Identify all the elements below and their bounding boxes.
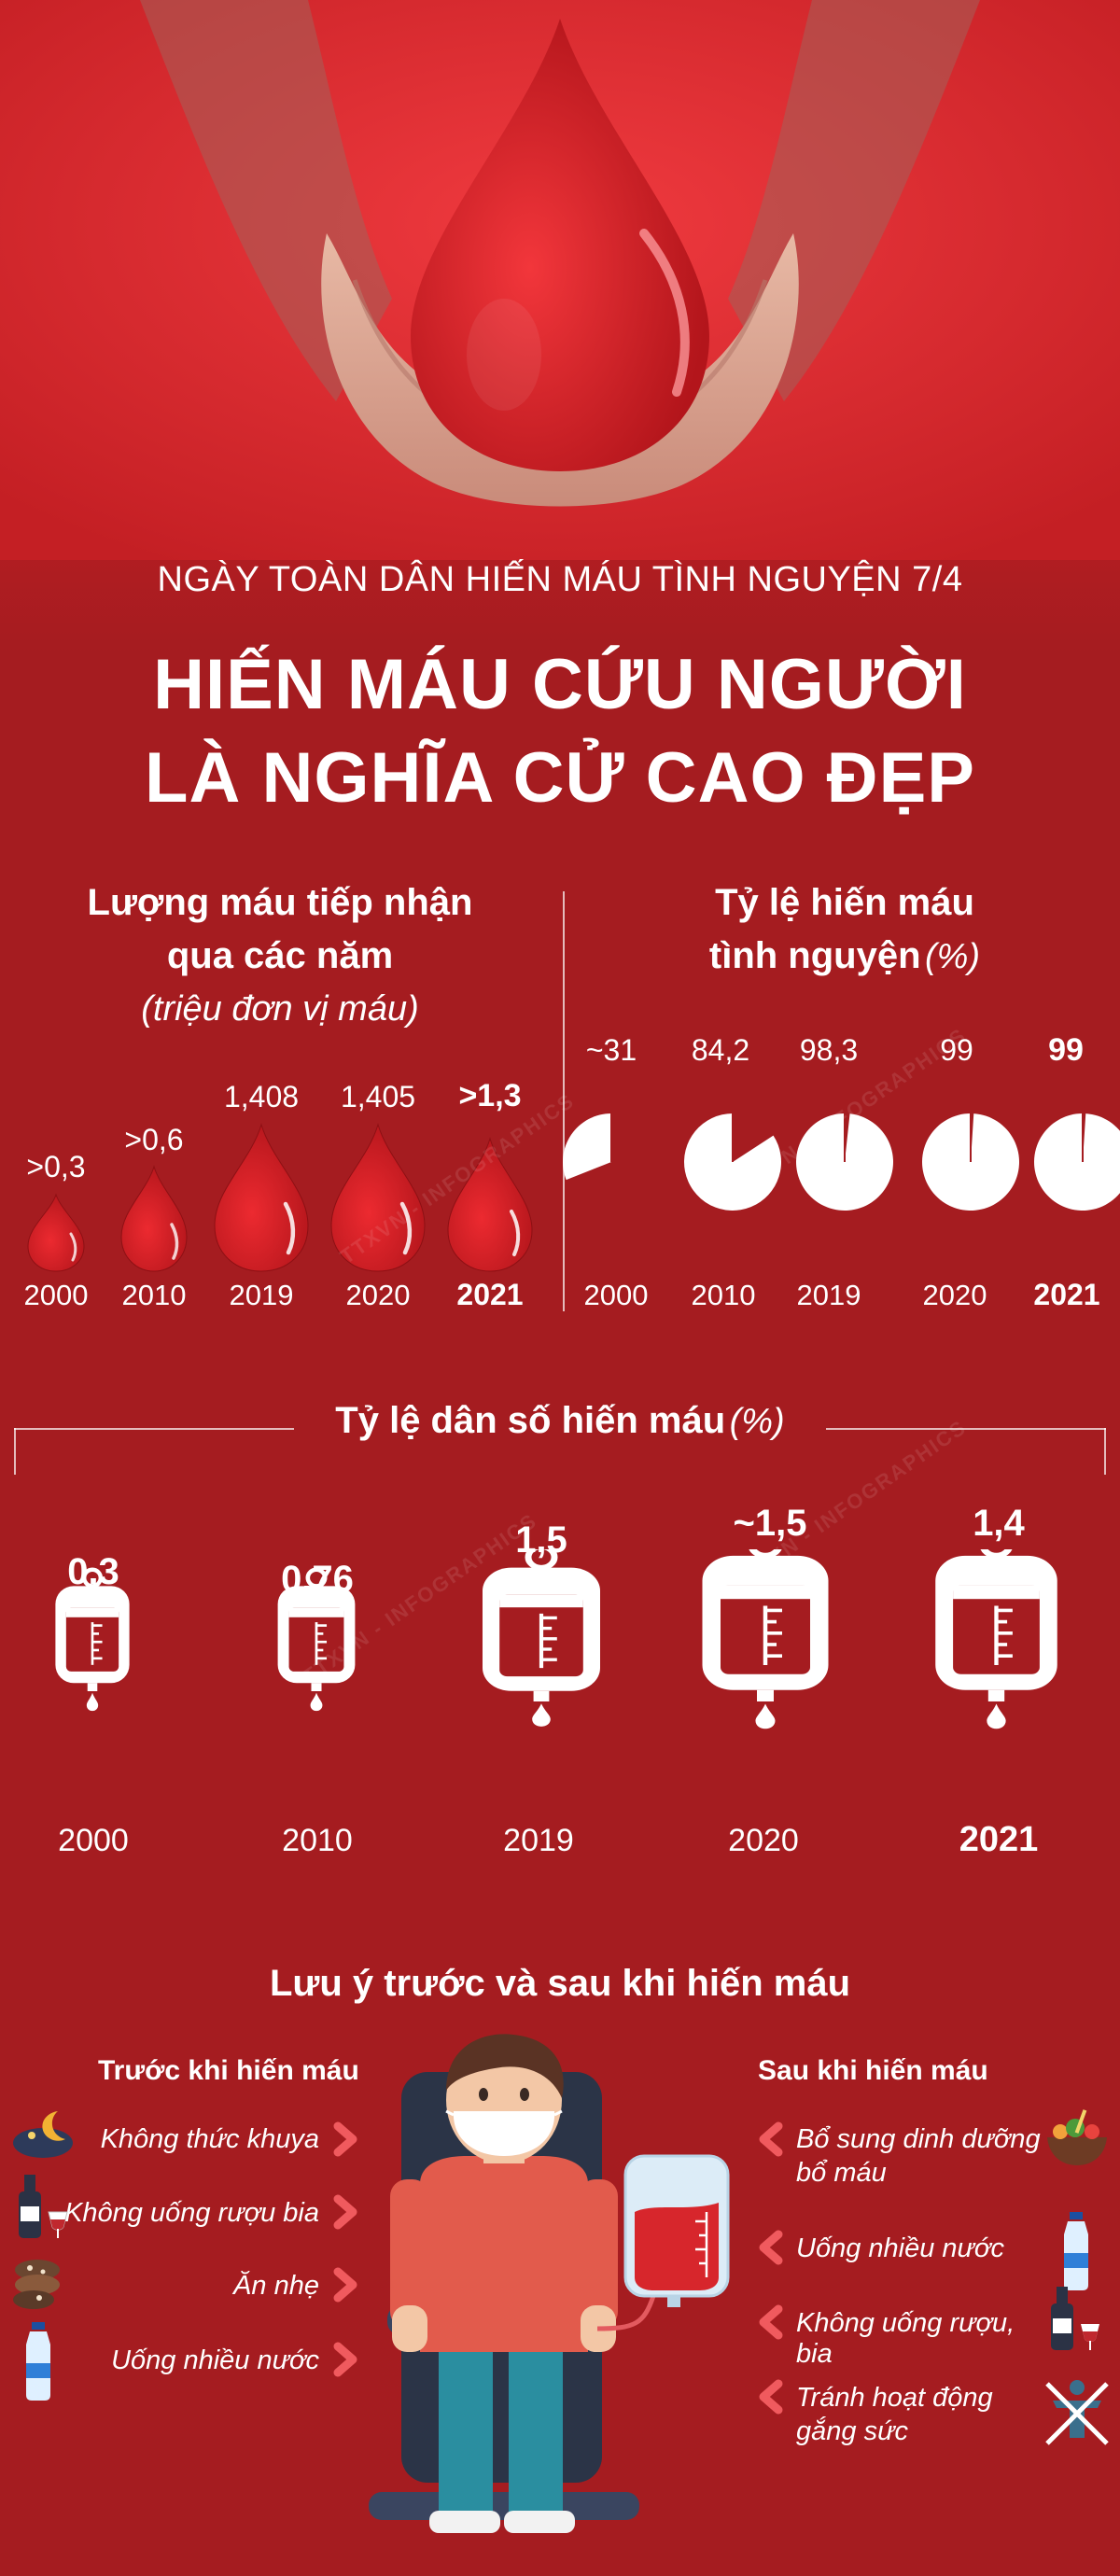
pie-2019 <box>796 1113 893 1211</box>
after-item-1-line1: Bổ sung dinh dưỡng <box>796 2124 1041 2154</box>
blood-volume-year-2021: 2021 <box>456 1278 524 1311</box>
chevron-right-icon <box>333 2342 357 2377</box>
hero-hands-blood-drop <box>0 0 1120 560</box>
before-item-2: Không uống rượu bia <box>64 2198 319 2228</box>
bracket-line-right <box>826 1428 1106 1430</box>
pie-2021 <box>1034 1113 1120 1211</box>
pie-2000 <box>563 1113 612 1181</box>
blood-volume-year-2000: 2000 <box>23 1279 89 1311</box>
voluntary-rate-value-2000: ~31 <box>585 1033 637 1067</box>
chevron-right-icon <box>333 2267 357 2303</box>
voluntary-rate-title-line2: tình nguyện <box>708 935 921 976</box>
blood-bag-icon-2021 <box>935 1549 1057 1729</box>
after-item-3: Không uống rượu, bia <box>796 2308 1015 2369</box>
population-rate-year-2019: 2019 <box>503 1823 574 1858</box>
blood-drop-icon-2020 <box>330 1123 426 1272</box>
bracket-line-left <box>14 1428 294 1430</box>
before-item-3: Ăn nhẹ <box>233 2271 319 2301</box>
blood-bag-icon-2000 <box>55 1570 129 1711</box>
population-rate-value-2021: 1,4 <box>973 1503 1025 1544</box>
main-title-line1: HIẾN MÁU CỨU NGƯỜI <box>153 645 967 724</box>
blood-volume-value-2010: >0,6 <box>124 1123 184 1156</box>
blood-volume-title-line2: qua các năm <box>166 935 394 976</box>
pie-2020 <box>922 1113 1019 1211</box>
chevron-left-icon <box>759 2304 783 2340</box>
population-rate-header <box>14 1428 1106 1475</box>
section-divider <box>563 891 565 1311</box>
blood-volume-unit: (triệu đơn vị máu) <box>141 989 419 1029</box>
voluntary-rate-value-2020: 99 <box>940 1033 973 1067</box>
population-rate-year-2021: 2021 <box>959 1820 1039 1859</box>
no-exercise-icon <box>1045 2380 1109 2445</box>
voluntary-rate-value-2021: 99 <box>1048 1032 1084 1068</box>
blood-drop-icon-2010 <box>120 1165 188 1272</box>
population-rate-unit: (%) <box>729 1402 785 1441</box>
population-rate-value-2019: 1,5 <box>515 1519 567 1561</box>
wine-bottle-icon <box>1051 2287 1099 2350</box>
after-item-4-line1: Tránh hoạt động <box>796 2383 993 2413</box>
notes-illustration <box>13 2034 1109 2533</box>
main-title-line2: LÀ NGHĨA CỬ CAO ĐẸP <box>145 738 975 818</box>
bracket-left <box>14 1428 16 1475</box>
blood-volume-year-2020: 2020 <box>345 1279 411 1311</box>
pie-2010 <box>684 1113 781 1211</box>
blood-volume-value-2021: >1,3 <box>458 1078 522 1113</box>
after-item-4-line2: gắng sức <box>796 2416 908 2446</box>
population-rate-year-2010: 2010 <box>282 1823 353 1858</box>
chevron-right-icon <box>333 2194 357 2230</box>
blood-volume-value-2020: 1,405 <box>340 1080 416 1113</box>
blood-drop-icon-2021 <box>447 1137 533 1272</box>
pie-slice-2000 <box>563 1113 611 1181</box>
before-heading: Trước khi hiến máu <box>98 2055 359 2086</box>
blood-volume-title-line1: Lượng máu tiếp nhận <box>87 882 473 923</box>
voluntary-rate-year-2000: 2000 <box>583 1279 649 1311</box>
voluntary-rate-year-2010: 2010 <box>691 1279 756 1311</box>
notes-title: Lưu ý trước và sau khi hiến máu <box>269 1963 851 2004</box>
population-rate-title-wrap: Tỷ lệ dân số hiến máu (%) <box>0 1400 1120 1442</box>
population-rate-blood-bags <box>0 1549 1120 1801</box>
chevron-left-icon <box>759 2230 783 2265</box>
supertitle: NGÀY TOÀN DÂN HIẾN MÁU TÌNH NGUYỆN 7/4 <box>157 560 963 599</box>
population-rate-title: Tỷ lệ dân số hiến máu <box>335 1400 726 1441</box>
voluntary-rate-unit: (%) <box>924 937 981 976</box>
voluntary-rate-title-line2-wrap: tình nguyện (%) <box>569 935 1120 977</box>
voluntary-rate-title-line1: Tỷ lệ hiến máu <box>715 882 974 923</box>
cookies-icon <box>13 2260 60 2309</box>
after-heading: Sau khi hiến máu <box>758 2055 988 2086</box>
after-item-2: Uống nhiều nước <box>796 2233 1004 2263</box>
blood-drop-icon-2019 <box>214 1123 309 1272</box>
before-item-4: Uống nhiều nước <box>111 2345 319 2375</box>
wine-bottle-icon <box>19 2175 68 2238</box>
voluntary-rate-year-2019: 2019 <box>796 1279 861 1311</box>
chevron-left-icon <box>759 2379 783 2415</box>
water-bottle-icon <box>1064 2212 1088 2290</box>
blood-donor-illustration <box>369 2034 730 2533</box>
bracket-right <box>1104 1428 1106 1475</box>
voluntary-rate-pies <box>563 1113 1120 1211</box>
before-item-1: Không thức khuya <box>100 2124 319 2154</box>
blood-volume-value-2000: >0,3 <box>26 1150 86 1183</box>
voluntary-rate-year-2021: 2021 <box>1033 1278 1100 1311</box>
blood-drop-icon-2000 <box>27 1193 85 1272</box>
blood-volume-year-2019: 2019 <box>229 1279 294 1311</box>
chevron-right-icon <box>333 2121 357 2157</box>
blood-volume-drops <box>27 1123 533 1272</box>
population-rate-year-2020: 2020 <box>728 1823 799 1858</box>
water-bottle-icon <box>26 2322 50 2401</box>
blood-volume-year-2010: 2010 <box>121 1279 187 1311</box>
food-bowl-icon <box>1047 2109 1107 2165</box>
voluntary-rate-value-2010: 84,2 <box>691 1033 750 1067</box>
moon-night-icon <box>13 2111 73 2158</box>
population-rate-year-2000: 2000 <box>58 1823 129 1858</box>
pie-slice-2021 <box>1034 1113 1120 1211</box>
chevron-left-icon <box>759 2121 783 2157</box>
after-item-1-line2: bổ máu <box>796 2158 887 2188</box>
voluntary-rate-year-2020: 2020 <box>922 1279 987 1311</box>
population-rate-value-2020: ~1,5 <box>733 1503 807 1544</box>
blood-volume-value-2019: 1,408 <box>223 1080 300 1113</box>
voluntary-rate-value-2019: 98,3 <box>799 1033 859 1067</box>
blood-bag-icon-2019 <box>483 1549 600 1727</box>
